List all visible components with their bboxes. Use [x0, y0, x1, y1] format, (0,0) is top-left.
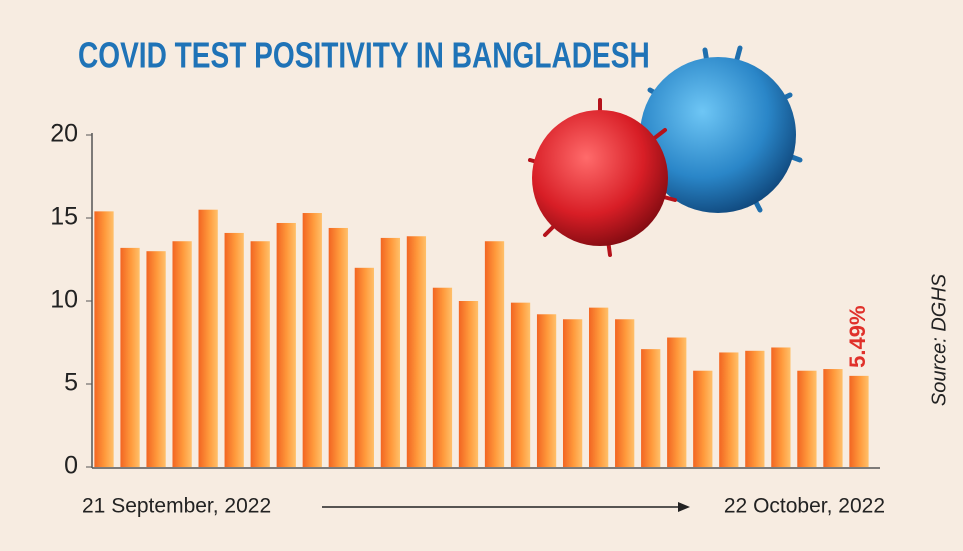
- value-label: 5.49%: [845, 305, 870, 367]
- bar: [745, 350, 765, 467]
- y-tick-label: 20: [50, 120, 78, 148]
- x-tick-label: 22 October, 2022: [724, 495, 885, 518]
- bar: [172, 241, 192, 467]
- y-tick-label: 5: [64, 369, 78, 397]
- bar: [406, 236, 427, 467]
- bar: [589, 307, 609, 467]
- bar: [484, 241, 505, 467]
- bar: [328, 227, 348, 467]
- source-note: Source: DGHS: [928, 273, 950, 406]
- bar: [276, 222, 296, 467]
- bar: [94, 211, 114, 467]
- bar: [849, 375, 869, 467]
- chart-title: COVID TEST POSITIVITY IN BANGLADESH: [78, 35, 650, 75]
- bar: [432, 287, 453, 467]
- bar: [146, 251, 166, 467]
- bar: [250, 241, 270, 467]
- bar: [562, 319, 583, 467]
- bar: [198, 209, 218, 467]
- bar: [536, 314, 557, 467]
- bar: [510, 302, 531, 467]
- bar: [380, 237, 401, 467]
- bar: [458, 301, 479, 467]
- bar: [771, 347, 791, 467]
- bar: [667, 337, 687, 467]
- bar: [719, 352, 739, 467]
- bar: [823, 369, 843, 467]
- time-arrow-head: [678, 502, 690, 512]
- bar: [224, 232, 244, 467]
- virus-illustration: [528, 45, 803, 257]
- x-tick-label: 21 September, 2022: [82, 495, 271, 518]
- bar: [641, 349, 661, 467]
- bar: [797, 370, 817, 467]
- y-tick-label: 10: [50, 286, 78, 314]
- bar: [354, 267, 374, 467]
- bar: [693, 370, 713, 467]
- bar: [120, 247, 140, 467]
- bar: [302, 213, 322, 467]
- bar: [615, 319, 635, 467]
- y-tick-label: 15: [50, 203, 78, 231]
- y-tick-label: 0: [64, 452, 78, 480]
